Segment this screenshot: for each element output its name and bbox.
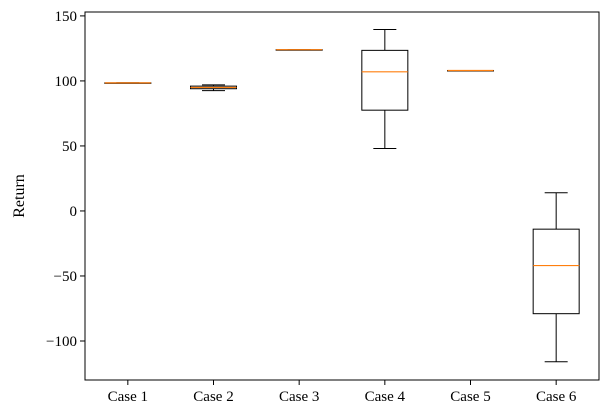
y-tick-label: 0 [70,204,78,220]
box-6 [532,192,580,363]
iqr-box [532,228,580,315]
x-tick-label: Case 4 [365,389,406,405]
box-5 [447,69,494,72]
y-tick-label: 50 [62,139,77,155]
y-tick-label: −50 [54,269,77,285]
y-tick-label: 150 [55,9,78,25]
iqr-box [361,49,409,111]
y-tick-label: −100 [46,334,77,350]
x-tick-label: Case 6 [536,389,577,405]
x-tick-label: Case 2 [193,389,233,405]
x-tick-label: Case 1 [108,389,148,405]
y-axis-label: Return [11,174,28,218]
boxes-group [104,29,580,363]
plot-area [84,11,600,381]
x-tick-label: Case 3 [279,389,319,405]
box-1 [104,82,152,84]
y-tick-label: 100 [55,74,78,90]
x-tick-label: Case 5 [450,389,490,405]
box-4 [361,29,409,150]
box-2 [190,84,237,92]
y-axis: 150 100 50 0 −50 −100 [46,9,85,350]
x-axis: Case 1 Case 2 Case 3 Case 4 Case 5 Case 6 [108,380,577,405]
box-3 [275,49,323,51]
